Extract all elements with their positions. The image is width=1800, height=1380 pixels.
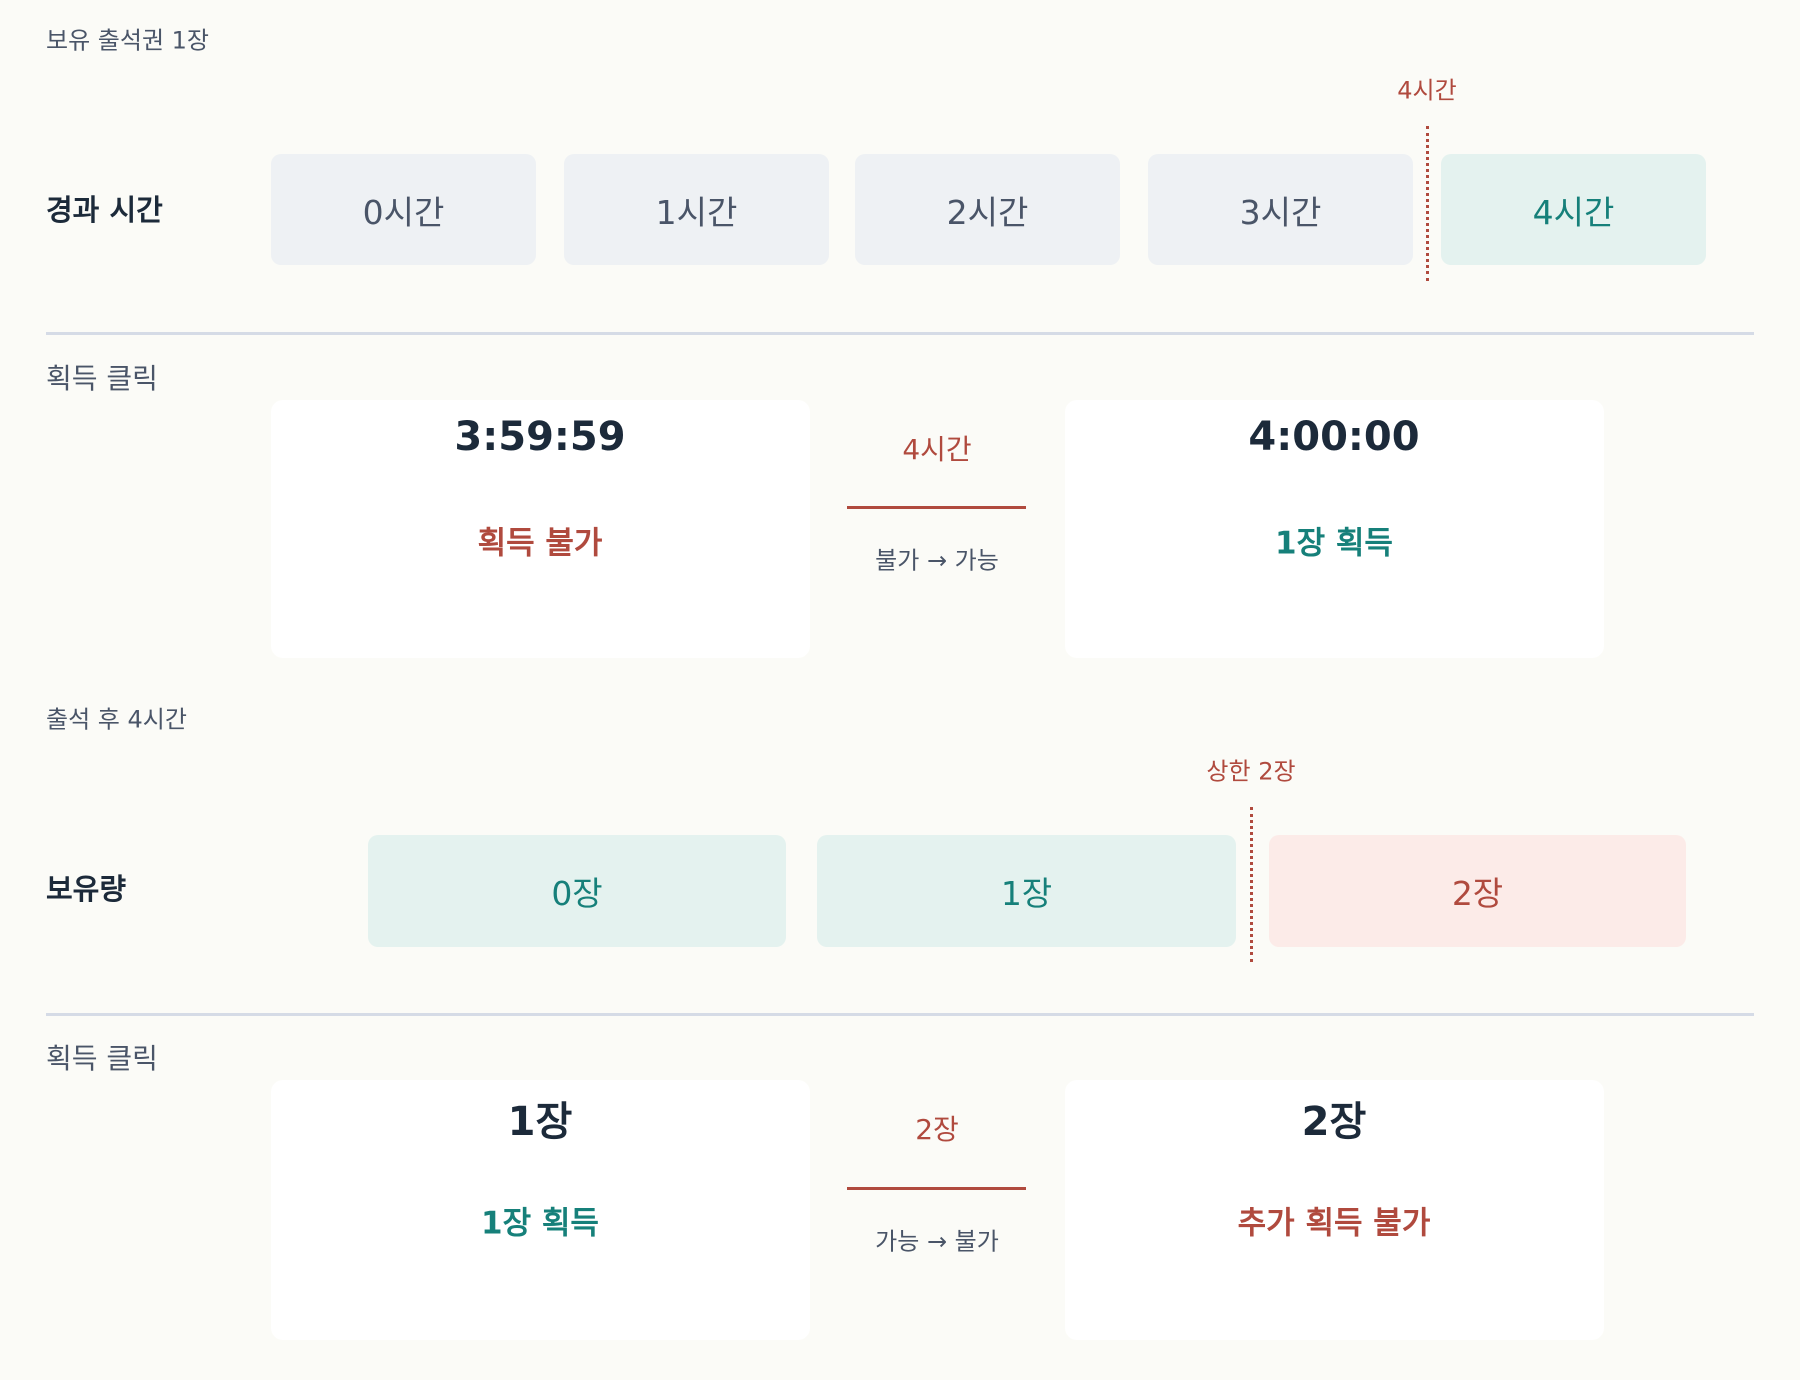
card-value: 3:59:59: [454, 414, 626, 460]
count-cell: 2장: [1269, 835, 1686, 947]
card-status: 획득 불가: [477, 525, 603, 562]
card: [1065, 1080, 1604, 1340]
compare-label: 획득 클릭: [46, 362, 158, 395]
card-status: 1장 획득: [481, 1205, 599, 1242]
mid-line: [847, 506, 1026, 509]
card-value: 1장: [507, 1099, 573, 1145]
time-cell: 3시간: [1148, 154, 1413, 265]
divider: [46, 332, 1754, 335]
mid-line: [847, 1187, 1026, 1190]
time-cell: 1시간: [564, 154, 829, 265]
transition: 불가 → 가능: [875, 546, 999, 575]
card-value: 4:00:00: [1248, 414, 1420, 460]
compare-label: 획득 클릭: [46, 1042, 158, 1075]
threshold-label: 4시간: [1397, 76, 1457, 105]
threshold-line: [1426, 126, 1429, 281]
mid-label: 4시간: [902, 433, 972, 466]
time-cell: 0시간: [271, 154, 536, 265]
count-cell: 1장: [817, 835, 1236, 947]
count-cell: 0장: [368, 835, 786, 947]
card: [271, 1080, 810, 1340]
card-value: 2장: [1301, 1099, 1367, 1145]
card: [1065, 400, 1604, 658]
row-label: 보유량: [46, 872, 127, 906]
limit-line: [1250, 807, 1253, 962]
mid-label: 2장: [915, 1113, 959, 1146]
card-status: 1장 획득: [1275, 525, 1393, 562]
time-cell: 4시간: [1441, 154, 1706, 265]
card: [271, 400, 810, 658]
card-status: 추가 획득 불가: [1237, 1205, 1431, 1242]
caption: 출석 후 4시간: [46, 705, 187, 734]
time-cell: 2시간: [855, 154, 1120, 265]
row-label: 경과 시간: [46, 193, 163, 227]
limit-label: 상한 2장: [1206, 757, 1296, 786]
divider: [46, 1013, 1754, 1016]
transition: 가능 → 불가: [875, 1227, 999, 1256]
caption: 보유 출석권 1장: [46, 26, 210, 55]
